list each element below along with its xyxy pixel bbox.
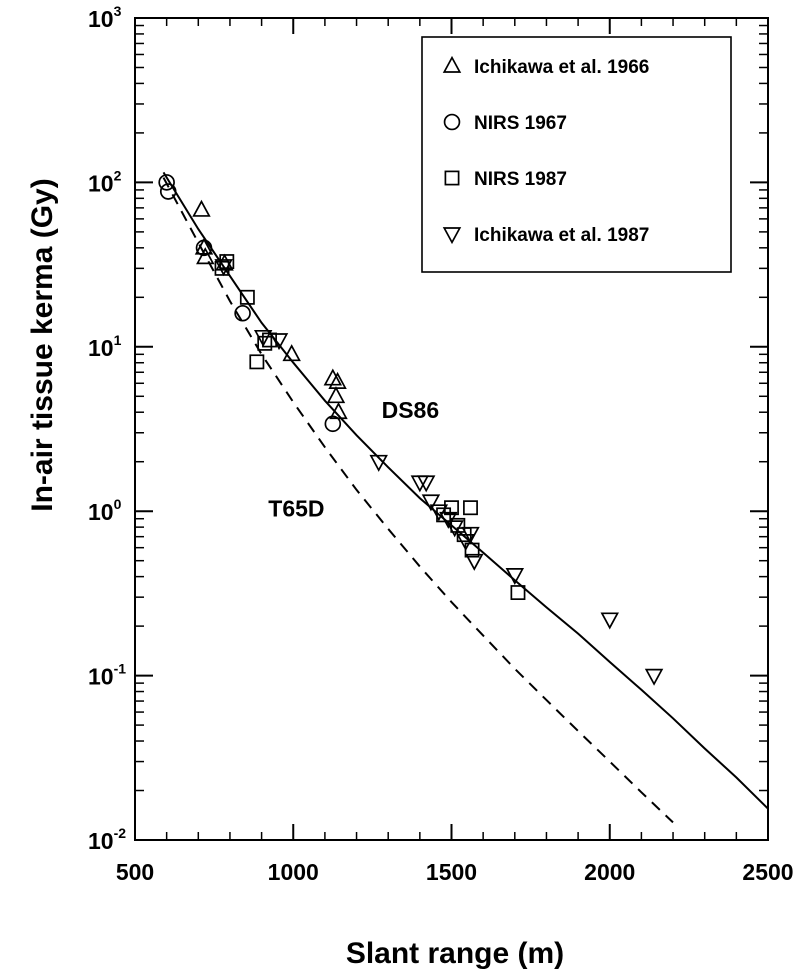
y-tick-label: 100 (88, 496, 122, 525)
ds86-curve (162, 171, 769, 810)
series-4-point (253, 329, 273, 348)
x-tick-label: 500 (116, 859, 154, 885)
series-4-point (461, 526, 480, 544)
series-2-point (195, 239, 213, 257)
series-1-point (282, 344, 301, 362)
y-tick-label: 102 (88, 167, 122, 196)
y-tick-label: 101 (88, 332, 122, 361)
series-4-point (505, 568, 525, 586)
series-1-point (196, 247, 215, 265)
series-3-point (249, 354, 265, 370)
y-tick-label: 10-1 (88, 661, 126, 690)
legend-label-1: Ichikawa et al. 1966 (474, 57, 649, 78)
data-points (158, 174, 664, 686)
series-1-point (194, 237, 214, 255)
series-3-point (463, 500, 478, 516)
x-tick-label: 1500 (426, 859, 477, 885)
series-4-point (465, 553, 484, 571)
legend-marker-3 (444, 170, 460, 186)
fit-curves (162, 171, 769, 824)
x-axis-ticks: 500 1000 1500 2000 2500 (116, 18, 794, 885)
series-1-point (326, 386, 346, 404)
series-4-point (369, 454, 388, 472)
legend-label-3: NIRS 1987 (474, 169, 567, 190)
t65d-curve (162, 177, 674, 824)
series-1-point (323, 368, 343, 386)
t65d-label: T65D (268, 495, 324, 521)
series-3-point (257, 335, 273, 351)
series-4-point (269, 333, 289, 351)
legend-box (421, 36, 732, 273)
legend-label-4: Ichikawa et al. 1987 (474, 225, 649, 246)
series-2-point (234, 304, 251, 322)
legend-marker-4 (442, 227, 462, 245)
y-tick-label: 103 (88, 3, 122, 32)
series-4-point (439, 511, 458, 529)
series-1-point (328, 371, 347, 389)
series-4-point (416, 475, 436, 493)
x-tick-label: 1000 (268, 859, 319, 885)
legend: Ichikawa et al. 1966 NIRS 1967 NIRS 1987 Ic… (421, 36, 732, 273)
x-tick-label: 2000 (584, 859, 635, 885)
series-4-point (421, 494, 441, 512)
legend-marker-1 (442, 55, 462, 73)
series-4-point (600, 612, 619, 630)
series-4-point (214, 259, 233, 277)
y-axis-label: In-air tissue kerma (Gy) (26, 178, 59, 511)
ds86-label: DS86 (382, 397, 440, 423)
series-4-point (644, 668, 664, 686)
curve-annotations: DS86 T65D (268, 397, 439, 522)
series-2-point (158, 174, 175, 191)
legend-label-2: NIRS 1967 (474, 113, 567, 134)
y-tick-label: 10-2 (88, 825, 126, 854)
legend-marker-2 (443, 113, 461, 131)
x-tick-label: 2500 (742, 859, 793, 885)
series-1-point (192, 199, 211, 217)
series-4-point (445, 520, 464, 538)
series-2-point (324, 415, 342, 433)
series-3-point (510, 585, 526, 601)
series-2-point (159, 183, 177, 200)
x-axis-label: Slant range (m) (346, 937, 564, 970)
y-axis-ticks: 103 102 101 100 10-1 10-2 (88, 3, 768, 854)
series-3-point (239, 289, 255, 305)
